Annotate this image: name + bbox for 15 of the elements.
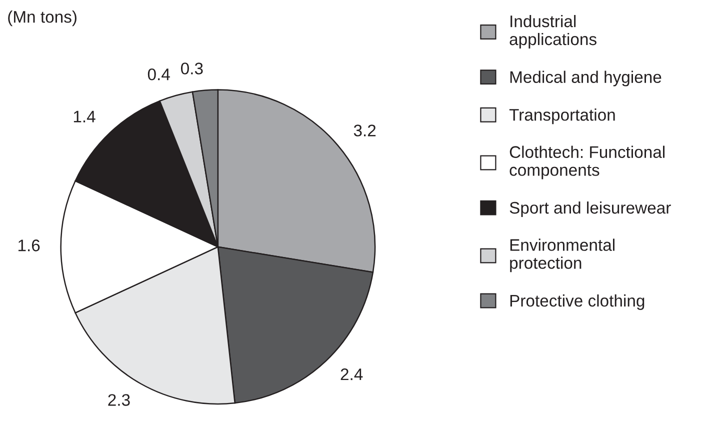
text: (Mn tons) (8, 10, 76, 26)
data-label: 3.2 (354, 124, 376, 136)
data-label: 2.3 (108, 394, 130, 406)
legend-label: Protective clothing (510, 294, 644, 310)
legend-label: Transportation (509, 108, 615, 124)
data-label: 0.4 (148, 68, 170, 80)
data-label: 2.4 (340, 368, 363, 380)
data-label: 0.3 (181, 62, 203, 74)
legend-label: Environmental protection (510, 238, 614, 272)
data-label: 1.6 (18, 240, 40, 252)
legend-label: Medical and hygiene (510, 70, 662, 86)
legend-label: Clothtech: Functional components (510, 146, 664, 180)
legend-label: Industrial applications (510, 15, 596, 48)
legend-label: Sport and leisurewear (510, 201, 671, 218)
data-label: 1.4 (74, 110, 96, 122)
